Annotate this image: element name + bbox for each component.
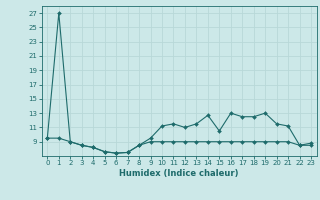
X-axis label: Humidex (Indice chaleur): Humidex (Indice chaleur) <box>119 169 239 178</box>
